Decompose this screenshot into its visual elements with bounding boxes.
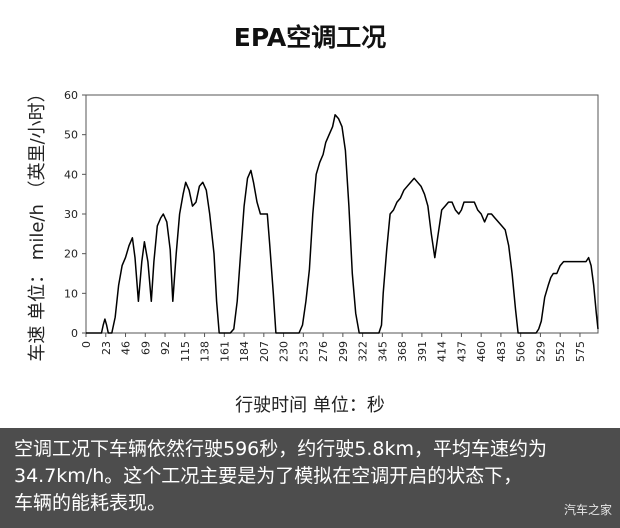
- x-tick-label: 92: [159, 341, 172, 355]
- x-tick-label: 368: [396, 341, 409, 362]
- caption-panel: 空调工况下车辆依然行驶596秒，约行驶5.8km，平均车速约为 34.7km/h…: [0, 428, 620, 528]
- caption-line: 34.7km/h。这个工况主要是为了模拟在空调开启的状态下，: [14, 465, 523, 487]
- caption-line: 空调工况下车辆依然行驶596秒，约行驶5.8km，平均车速约为: [14, 438, 547, 460]
- x-axis-label: 行驶时间 单位：秒: [235, 395, 385, 416]
- x-tick-label: 230: [278, 341, 291, 362]
- x-tick-label: 345: [376, 341, 389, 362]
- x-tick-label: 138: [199, 341, 212, 362]
- x-tick-label: 322: [357, 341, 370, 362]
- y-tick-label: 30: [64, 208, 78, 221]
- x-tick-label: 391: [416, 341, 429, 362]
- x-tick-label: 23: [100, 341, 113, 355]
- y-tick-label: 20: [64, 248, 78, 261]
- speed-series-line: [86, 114, 599, 334]
- x-tick-label: 414: [436, 341, 449, 362]
- x-tick-label: 299: [337, 341, 350, 362]
- x-tick-label: 115: [179, 341, 192, 362]
- x-tick-label: 161: [218, 341, 231, 362]
- y-tick-label: 60: [64, 89, 78, 102]
- y-tick-label: 0: [71, 327, 78, 340]
- x-tick-label: 184: [238, 341, 251, 362]
- x-tick-label: 69: [139, 341, 152, 355]
- x-tick-label: 46: [120, 341, 133, 355]
- x-tick-label: 460: [475, 341, 488, 362]
- x-tick-label: 483: [495, 341, 508, 362]
- chart-title: EPA空调工况: [233, 23, 387, 52]
- x-tick-label: 575: [574, 341, 587, 362]
- watermark-logo: 汽车之家: [563, 503, 612, 517]
- x-tick-label: 253: [297, 341, 310, 362]
- line-chart: 0 10 20 30 40 50 60 0 23 46 69 92 115 138 161 184 207 23…: [64, 89, 599, 362]
- y-tick-label: 50: [64, 129, 78, 142]
- x-tick-label: 0: [80, 341, 93, 348]
- x-tick-label: 276: [317, 341, 330, 362]
- x-tick-label: 207: [258, 341, 271, 362]
- x-tick-label: 506: [515, 341, 528, 362]
- y-tick-label: 10: [64, 287, 78, 300]
- y-tick-label: 40: [64, 168, 78, 181]
- x-tick-label: 552: [554, 341, 567, 362]
- y-axis-label: 车速 单位： mile/h （英里/小时）: [27, 84, 48, 362]
- x-tick-label: 437: [455, 341, 468, 362]
- caption-line: 车辆的能耗表现。: [14, 492, 167, 514]
- x-tick-label: 529: [534, 341, 547, 362]
